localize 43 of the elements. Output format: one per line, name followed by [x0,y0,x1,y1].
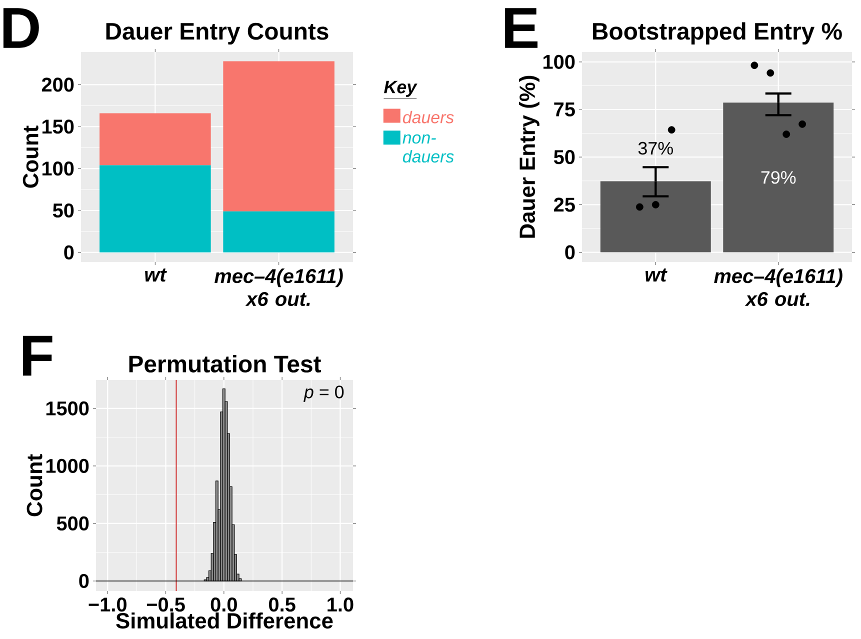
y-axis-title: Count [26,454,42,516]
bar [100,113,211,166]
x-axis-title: Simulated Difference [116,612,333,629]
y-tick-label: 200 [42,78,74,92]
y-tick-label: 25 [554,198,575,212]
x-tick-label: wt [145,268,167,282]
text: F [22,336,52,376]
legend-label: non-dauers [402,134,454,163]
legend-title: Key [384,80,418,97]
y-tick-label: 150 [42,120,74,134]
y-tick-label: 1000 [46,458,89,473]
x-tick-label: −1.0 [88,598,126,612]
text: D [3,8,39,48]
bar [223,61,334,212]
x-tick-label: mec–4(e1611) x6 out. [714,268,842,306]
x-tick-label: 0.0 [210,598,237,612]
y-tick-label: 0 [79,574,89,588]
y-tick-label: 1500 [46,401,89,416]
y-tick-label: 0 [565,245,575,260]
chart-title: Dauer Entry Counts [106,22,328,45]
x-tick-label: −0.5 [146,598,185,612]
chart-title: Permutation Test [129,354,321,372]
y-axis-title: Dauer Entry (%) [518,76,540,238]
x-tick-label: wt [646,268,668,282]
y-tick-label: 75 [554,102,575,116]
y-tick-label: 100 [543,54,575,69]
y-tick-label: 50 [52,203,74,218]
legend-label: dauers [402,110,454,124]
annotation: p = 0 [304,386,344,402]
chart-title: Bootstrapped Entry % [593,22,842,45]
bar [100,165,211,252]
x-tick-label: 0.5 [269,598,296,612]
y-axis-title: Count [22,126,38,188]
data-label: 79% [761,171,796,184]
text: E [505,8,538,48]
y-tick-label: 50 [554,150,575,164]
y-tick-label: 0 [64,245,74,260]
x-tick-label: 1.0 [328,598,354,612]
data-label: 37% [638,142,673,155]
bar [223,211,334,252]
x-tick-label: mec–4(e1611) x6 out. [214,268,343,306]
y-tick-label: 500 [56,516,89,531]
y-tick-label: 100 [42,162,74,176]
